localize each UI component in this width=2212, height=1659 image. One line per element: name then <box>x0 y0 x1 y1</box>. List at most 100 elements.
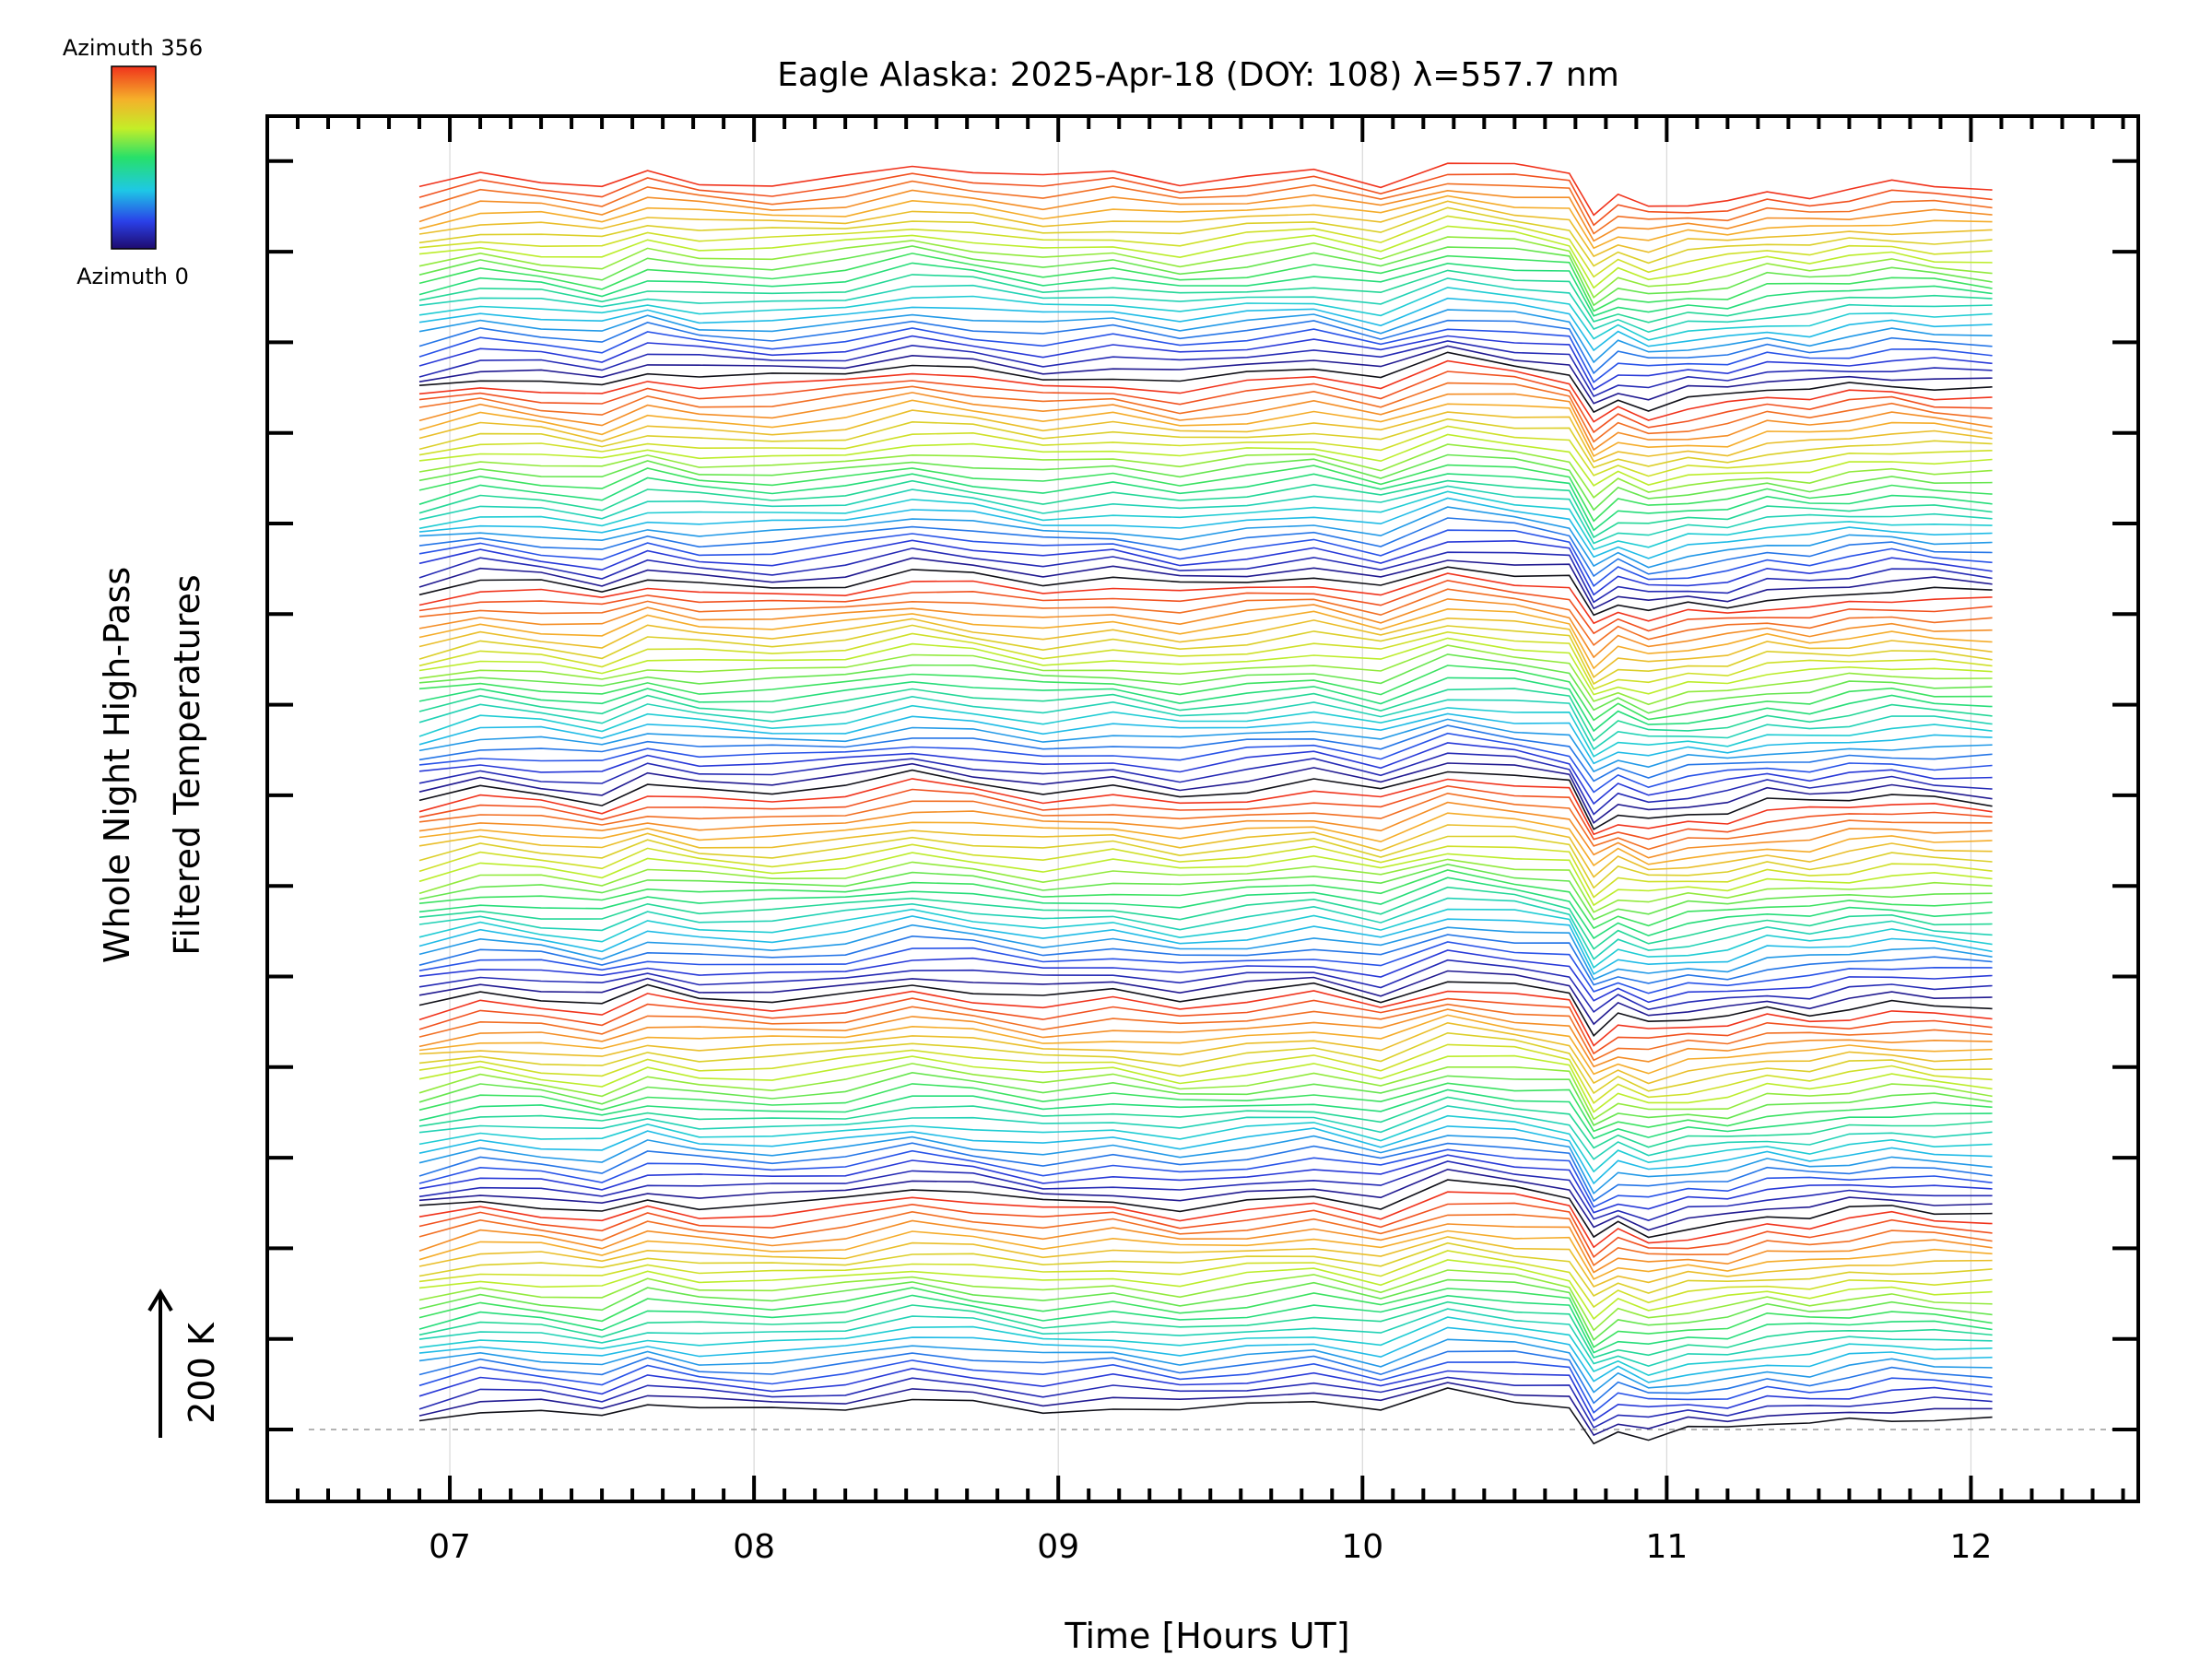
series-line <box>418 732 1993 794</box>
series-line <box>418 287 1993 341</box>
series-line <box>418 1294 1993 1354</box>
series-line <box>418 653 1993 714</box>
x-tick-label-09: 09 <box>1037 1528 1079 1566</box>
series-line <box>418 1236 1993 1288</box>
series-line <box>418 843 1993 899</box>
series-line <box>418 824 1993 878</box>
series-line <box>418 769 1993 830</box>
series-line <box>418 371 1993 434</box>
series-line <box>418 359 1993 423</box>
series-line <box>418 418 1993 469</box>
series-line <box>418 579 1993 635</box>
series-line <box>418 665 1993 722</box>
series-line <box>418 236 1993 300</box>
series-line <box>418 547 1993 604</box>
series-line <box>418 485 1993 545</box>
series-line <box>418 1071 1993 1126</box>
series-line <box>418 1259 1993 1321</box>
series-line <box>418 253 1993 312</box>
series-line <box>418 792 1993 851</box>
series-line <box>418 863 1993 921</box>
series-line <box>418 1316 1993 1377</box>
series-line <box>418 309 1993 364</box>
chart-title: Eagle Alaska: 2025-Apr-18 (DOY: 108) λ=5… <box>777 56 1619 94</box>
series-line <box>418 392 1993 452</box>
series-line <box>418 215 1993 278</box>
series-line <box>418 1063 1993 1121</box>
series-line <box>418 695 1993 751</box>
series-line <box>418 1031 1993 1095</box>
series-line <box>418 1278 1993 1342</box>
series-line <box>418 869 1993 930</box>
plot-frame <box>265 114 2140 1503</box>
series-line <box>418 688 1993 742</box>
series-line <box>418 206 1993 267</box>
series-line <box>418 200 1993 258</box>
series-line <box>418 245 1993 307</box>
series-line <box>418 497 1993 559</box>
series-line <box>418 1168 1993 1231</box>
series-line <box>418 1082 1993 1133</box>
series-line <box>418 1014 1993 1076</box>
series-line <box>418 1021 1993 1085</box>
series-line <box>418 801 1993 859</box>
series-line <box>418 712 1993 765</box>
series-line <box>418 162 1993 217</box>
series-line <box>418 637 1993 696</box>
series-line <box>418 624 1993 686</box>
series-line <box>418 677 1993 733</box>
series-line <box>418 1350 1993 1405</box>
scale-label: 200 K <box>182 1322 222 1424</box>
series-line <box>418 959 1993 1014</box>
series-line <box>418 327 1993 383</box>
series-line <box>418 1241 1993 1298</box>
series-line <box>418 981 1993 1037</box>
series-line <box>418 784 1993 841</box>
series-line <box>418 970 1993 1026</box>
series-line <box>418 517 1993 578</box>
series-line <box>418 1210 1993 1266</box>
series-line <box>418 1179 1993 1239</box>
series-line <box>418 1088 1993 1140</box>
series-line <box>418 529 1993 588</box>
series-line <box>418 704 1993 758</box>
series-line <box>418 997 1993 1055</box>
series-line <box>418 742 1993 806</box>
series-line <box>418 607 1993 670</box>
series-line <box>418 345 1993 405</box>
x-tick-label-12: 12 <box>1950 1528 1993 1566</box>
series-line <box>418 1154 1993 1214</box>
series-line <box>418 453 1993 512</box>
series-line <box>418 752 1993 816</box>
x-tick-label-07: 07 <box>429 1528 471 1566</box>
series-line <box>418 762 1993 825</box>
series-line <box>418 399 1993 458</box>
series-line <box>418 572 1993 625</box>
series-line <box>418 588 1993 647</box>
series-line <box>418 1300 1993 1359</box>
x-tick-label-11: 11 <box>1645 1528 1688 1566</box>
series-line <box>418 1114 1993 1173</box>
series-line <box>418 934 1993 986</box>
series-line <box>418 812 1993 867</box>
series-line <box>418 1382 1993 1437</box>
series-line <box>418 506 1993 569</box>
series-line <box>418 858 1993 913</box>
series-line <box>418 335 1993 391</box>
series-line <box>418 443 1993 499</box>
series-line <box>418 297 1993 352</box>
series-line <box>418 1387 1993 1445</box>
series-line <box>418 1191 1993 1249</box>
series-line <box>418 194 1993 250</box>
series-line <box>418 718 1993 773</box>
y-axis-label: Whole Night High-Pass Filtered Temperatu… <box>97 567 207 963</box>
series-line <box>418 1125 1993 1185</box>
series-line <box>418 852 1993 907</box>
series-line <box>418 990 1993 1047</box>
series-line <box>418 1376 1993 1430</box>
series-line <box>418 351 1993 414</box>
series-line <box>418 941 1993 994</box>
series-line <box>418 1230 1993 1280</box>
colorbar-bottom-label: Azimuth 0 <box>76 264 189 289</box>
